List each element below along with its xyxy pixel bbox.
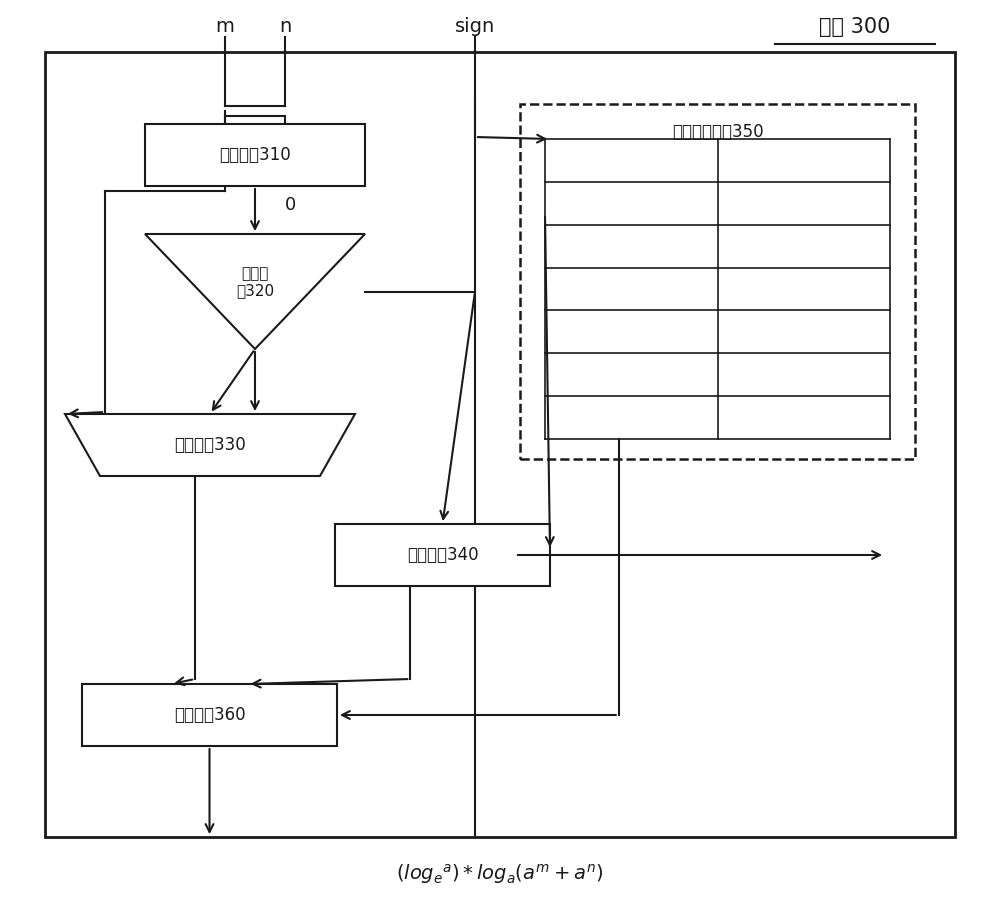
Polygon shape (82, 684, 337, 746)
Text: 减法电路310: 减法电路310 (219, 146, 291, 164)
Text: 加法电路360: 加法电路360 (174, 706, 245, 724)
Polygon shape (145, 234, 365, 349)
Polygon shape (145, 124, 365, 186)
Text: 移位电路340: 移位电路340 (407, 546, 478, 564)
Polygon shape (65, 414, 355, 476)
Text: n: n (279, 17, 291, 36)
Text: 选择电路330: 选择电路330 (174, 436, 246, 454)
Text: 0: 0 (284, 196, 296, 214)
Text: $(log_e{}^a)*log_a(a^m+a^n)$: $(log_e{}^a)*log_a(a^m+a^n)$ (396, 862, 604, 886)
Text: 误差补偿电路350: 误差补偿电路350 (672, 123, 763, 141)
Polygon shape (45, 52, 955, 837)
Text: 比较电
路320: 比较电 路320 (236, 266, 274, 298)
Polygon shape (335, 524, 550, 586)
Text: 装置 300: 装置 300 (819, 17, 891, 37)
Text: sign: sign (455, 17, 495, 36)
Text: m: m (216, 17, 234, 36)
Polygon shape (520, 104, 915, 459)
